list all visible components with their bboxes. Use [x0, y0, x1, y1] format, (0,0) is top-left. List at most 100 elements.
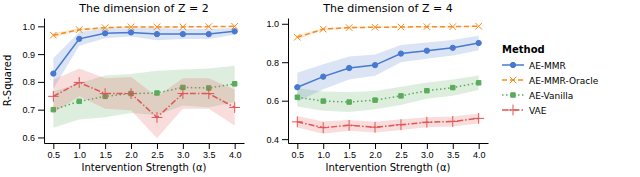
tick-label: 1.0	[317, 150, 330, 160]
tick-label: 3.0	[177, 150, 190, 160]
tick-mark	[479, 143, 480, 149]
point-marker	[77, 99, 81, 103]
tick-label: 3.5	[447, 150, 460, 160]
std-band	[297, 113, 478, 133]
x-axis: 0.5 1.0 1.5 2.0 2.5 3.0 3.5 4.0	[45, 143, 245, 160]
tick-label: 2.5	[395, 150, 408, 160]
tick: 1.5	[343, 143, 356, 160]
panel: 0.51.01.52.02.53.03.54.00.40.60.81.0The …	[266, 2, 488, 173]
point-marker	[232, 82, 236, 86]
tick-label: 0.5	[48, 150, 61, 160]
tick-mark	[38, 54, 44, 55]
tick-mark	[38, 82, 44, 83]
legend-item: AE-MMR-Oracle	[502, 76, 599, 86]
legend-item: AE-Vanilla	[502, 91, 573, 101]
tick-mark	[297, 143, 298, 149]
point-marker	[74, 77, 85, 88]
tick: 0.7	[22, 105, 44, 115]
point-marker	[320, 26, 327, 33]
axis-line	[45, 143, 245, 144]
axis-line	[289, 143, 489, 144]
tick: 3.0	[177, 143, 190, 160]
tick-label: 4.0	[229, 150, 242, 160]
point-marker	[203, 88, 214, 99]
point-marker	[205, 23, 212, 30]
point-marker	[398, 24, 405, 31]
point-marker	[399, 94, 403, 98]
tick-label: 3.0	[421, 150, 434, 160]
tick: 0.6	[22, 133, 44, 143]
x-axis: 0.51.01.52.02.53.03.54.0	[289, 143, 489, 160]
tick-label: 0.4	[266, 135, 279, 145]
title: The dimension of Z = 2	[78, 2, 208, 15]
chart: 0.51.01.52.02.53.03.54.00.60.70.80.91.0T…	[0, 0, 640, 177]
point-marker	[229, 102, 240, 113]
point-marker	[126, 88, 137, 99]
tick-mark	[131, 143, 132, 149]
tick-mark	[79, 143, 80, 149]
tick-mark	[282, 24, 288, 25]
point-marker	[231, 23, 238, 30]
tick-label: 2.5	[151, 150, 164, 160]
point-marker	[346, 24, 353, 31]
tick-label: 1.0	[22, 22, 35, 32]
tick-label: 2.0	[369, 150, 382, 160]
point-marker	[473, 113, 484, 124]
tick: 0.8	[266, 58, 288, 68]
tick: 4.0	[229, 143, 242, 160]
legend-marker	[511, 93, 515, 97]
point-marker	[398, 51, 403, 56]
title: The dimension of Z = 4	[322, 2, 452, 15]
point-marker	[450, 45, 455, 50]
tick: 3.0	[421, 143, 434, 160]
point-marker	[128, 30, 133, 35]
plot-area	[292, 23, 484, 134]
legend-item: VAE	[502, 105, 547, 116]
point-marker	[154, 24, 161, 31]
point-marker	[102, 31, 107, 36]
x-axis-title: Intervention Strength (α)	[81, 162, 206, 173]
legend-title: Method	[502, 44, 545, 55]
legend-label: AE-Vanilla	[529, 91, 573, 101]
y-axis-title: R-Squared	[2, 55, 13, 107]
tick-mark	[282, 101, 288, 102]
point-marker	[177, 88, 188, 99]
point-marker	[102, 24, 109, 31]
tick: 2.0	[125, 143, 138, 160]
point-marker	[424, 23, 431, 30]
tick-mark	[183, 143, 184, 149]
point-marker	[295, 95, 299, 99]
tick-label: 0.8	[266, 58, 279, 68]
tick-mark	[453, 143, 454, 149]
axis-line	[288, 19, 289, 144]
tick: 4.0	[473, 143, 486, 160]
tick: 1.0	[73, 143, 86, 160]
tick: 0.6	[266, 96, 288, 106]
tick: 2.5	[395, 143, 408, 160]
std-band	[297, 76, 478, 113]
tick-label: 0.7	[22, 105, 35, 115]
point-marker	[50, 32, 57, 39]
tick: 1.5	[99, 143, 112, 160]
point-marker	[321, 99, 325, 103]
point-marker	[449, 23, 456, 30]
tick-mark	[323, 143, 324, 149]
point-marker	[372, 24, 379, 31]
legend-marker	[510, 77, 517, 84]
axis-line	[44, 19, 45, 144]
point-marker	[344, 120, 355, 131]
tick-mark	[105, 143, 106, 149]
tick: 1.0	[22, 22, 44, 32]
point-marker	[48, 91, 59, 102]
point-marker	[347, 100, 351, 104]
point-marker	[152, 112, 163, 123]
tick-mark	[349, 143, 350, 149]
std-band	[53, 69, 234, 139]
legend-marker	[508, 105, 519, 116]
tick-label: 1.0	[73, 150, 86, 160]
legend: MethodAE-MMRAE-MMR-OracleAE-VanillaVAE	[502, 44, 599, 116]
tick: 1.0	[317, 143, 330, 160]
point-marker	[232, 29, 237, 34]
tick: 3.5	[203, 143, 216, 160]
point-marker	[155, 91, 159, 95]
